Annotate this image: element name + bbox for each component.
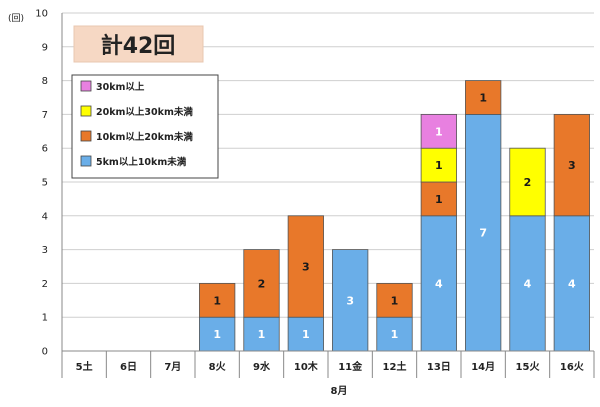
x-tick-label: 9水 [253,360,271,373]
x-tick-label: 10木 [294,360,319,373]
bar-segment [509,147,546,217]
bar-segment [332,249,369,352]
bar-value-label: 1 [258,328,266,341]
bar-value-label: 1 [391,328,399,341]
y-tick-label: 4 [42,211,48,222]
legend-entry: 20km以上30km未満 [96,106,193,118]
axes: 0 1 2 3 4 5 6 7 8 9 10 5土 6日 7月 8火 9水 10木 11金 12土 13日 14月 15火… [35,9,595,378]
x-tick-label: 8火 [209,361,227,373]
x-tick-label: 14月 [471,361,495,373]
bar-value-label: 4 [568,277,576,290]
x-tick-label: 16火 [560,361,585,373]
bar-value-label: 1 [213,328,221,341]
y-tick-label: 1 [42,313,48,324]
bar-value-label: 1 [479,92,487,105]
x-tick-label: 12土 [383,360,407,373]
bar-value-label: 1 [435,193,443,206]
bar-value-label: 4 [435,277,443,290]
bar-segment [420,147,457,183]
bar-segment [553,215,590,352]
bar-segment [243,316,280,352]
y-tick-label: 9 [42,42,48,53]
bar-segment [243,249,280,318]
bar-value-label: 1 [435,125,443,138]
total-box: 計42回 [73,25,204,63]
y-tick-label: 7 [42,110,48,121]
bar-segment [287,316,324,352]
x-axis-label: 8月 [331,385,348,397]
legend: 30km以上 20km以上30km未満 10km以上20km未満 5km以上10km未… [71,74,219,179]
chart-title: 計42回 [101,33,176,59]
bar-value-label: 1 [213,294,221,307]
bar-value-label: 1 [435,159,443,172]
labels: 1 1 1 3 1 4 7 4 4 1 2 3 1 1 1 3 1 2 1 [213,92,576,342]
legend-entry: 10km以上20km未満 [96,131,193,143]
legend-entry: 30km以上 [96,81,145,93]
x-tick-label: 13日 [427,361,451,373]
bar-value-label: 3 [302,261,310,274]
y-tick-label: 0 [42,347,48,358]
bar-value-label: 4 [524,277,532,290]
total-box-background [73,25,204,63]
legend-entry: 5km以上10km未満 [96,156,187,168]
bar-value-label: 3 [346,294,354,307]
bar-segment [465,80,502,115]
y-tick-label: 10 [35,9,48,20]
x-tick-label: 6日 [120,361,137,373]
y-tick-label: 8 [42,76,48,87]
bar-value-label: 7 [479,227,487,240]
bar-value-label: 2 [258,277,266,290]
x-tick-label: 5土 [76,360,93,373]
bar-value-label: 3 [568,159,576,172]
bar-segment [420,181,457,217]
y-tick-label: 3 [42,245,48,256]
bar-value-label: 2 [524,176,532,189]
bar-segment [376,316,413,352]
legend-swatch [80,105,92,117]
bars [199,80,590,352]
bar-value-label: 1 [302,328,310,341]
x-tick-label: 15火 [516,361,541,373]
x-tick-label: 11金 [338,360,363,373]
bar-value-label: 1 [391,294,399,307]
bar-segment [199,282,236,318]
y-axis-unit: (回) [8,13,24,24]
bar-segment [465,114,502,352]
y-tick-label: 2 [42,279,48,290]
y-tick-label: 5 [42,178,48,189]
bar-segment [509,215,546,352]
legend-swatch [80,130,92,142]
bar-segment [376,282,413,318]
bar-segment [287,215,324,318]
legend-frame [71,74,219,179]
legend-swatch [80,155,92,167]
bar-segment [420,114,457,149]
legend-swatch [80,80,92,92]
bar-segment [420,215,457,352]
y-tick-label: 6 [42,144,48,155]
x-tick-label: 7月 [164,361,181,373]
bar-segment [553,114,590,217]
